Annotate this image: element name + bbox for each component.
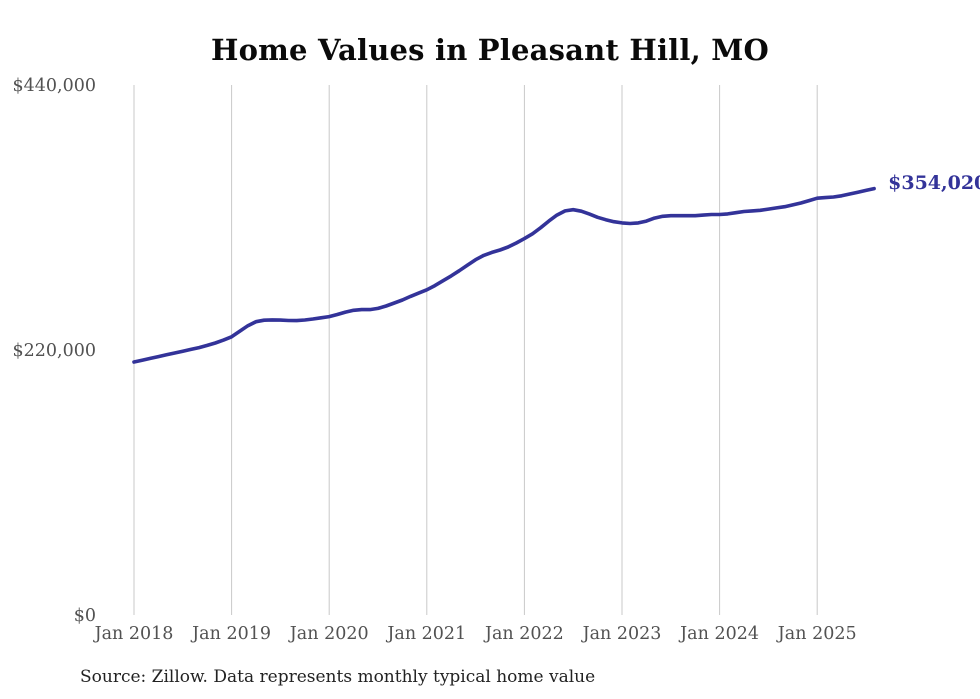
- x-tick-label: Jan 2018: [93, 624, 174, 644]
- x-tick-label: Jan 2025: [776, 624, 857, 644]
- source-note: Source: Zillow. Data represents monthly …: [80, 667, 596, 687]
- x-tick-label: Jan 2021: [385, 624, 466, 644]
- x-tick-label: Jan 2020: [288, 624, 369, 644]
- latest-value-label: $354,020: [888, 172, 980, 194]
- x-tick-label: Jan 2024: [678, 624, 759, 644]
- y-tick-label: $220,000: [12, 341, 96, 361]
- y-tick-label: $440,000: [12, 76, 96, 96]
- x-tick-label: Jan 2019: [190, 624, 271, 644]
- x-tick-label: Jan 2023: [581, 624, 662, 644]
- chart-title: Home Values in Pleasant Hill, MO: [211, 33, 769, 67]
- x-tick-label: Jan 2022: [483, 624, 564, 644]
- y-tick-label: $0: [74, 606, 96, 626]
- home-value-line: [132, 186, 876, 364]
